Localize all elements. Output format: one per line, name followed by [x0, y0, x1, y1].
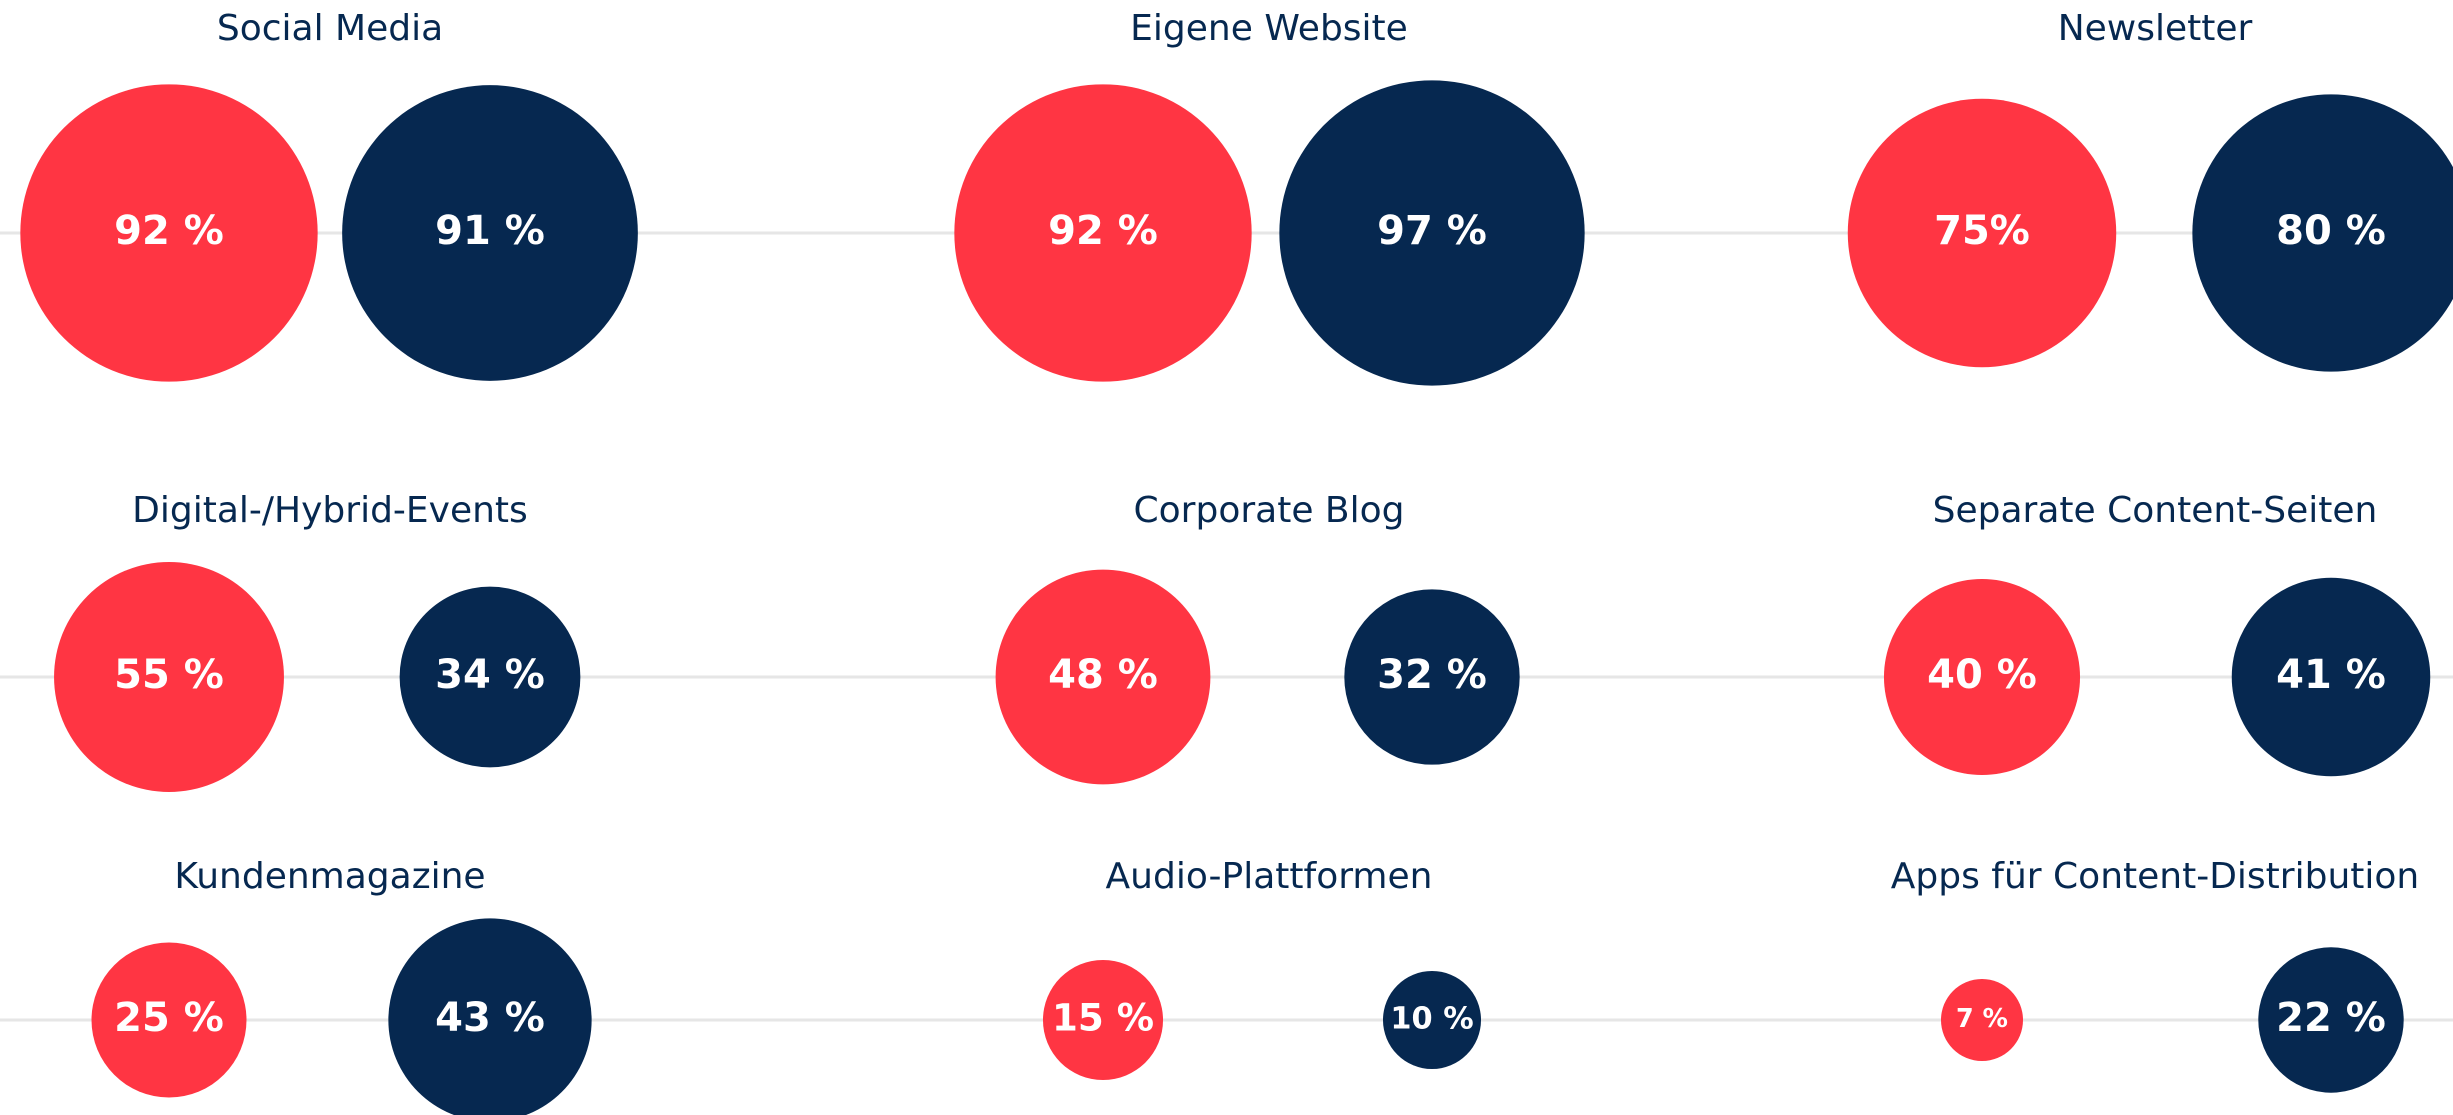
group-title: Digital-/Hybrid-Events [132, 490, 528, 531]
bubble [1344, 589, 1520, 765]
bubble [20, 84, 318, 382]
value-label: 92 % [1048, 208, 1158, 254]
bubble [954, 84, 1252, 382]
group-title: Separate Content-Seiten [1933, 490, 2378, 531]
bubble [342, 85, 638, 381]
value-label: 22 % [2276, 995, 2386, 1041]
bubble [2231, 577, 2431, 777]
value-label: 91 % [435, 208, 545, 254]
value-label: 25 % [114, 995, 224, 1041]
value-label: 34 % [435, 652, 545, 698]
group-title: Audio-Plattformen [1106, 856, 1433, 897]
value-label: 40 % [1927, 652, 2037, 698]
value-label: 80 % [2276, 208, 2386, 254]
bubble [388, 918, 592, 1115]
group-title: Kundenmagazine [174, 856, 485, 897]
value-label: 75% [1934, 208, 2030, 254]
bubble [399, 586, 581, 768]
value-label: 15 % [1052, 996, 1154, 1040]
bubble [91, 942, 247, 1098]
bubble [1042, 959, 1164, 1081]
group-title: Corporate Blog [1134, 490, 1405, 531]
bubble [1847, 98, 2117, 368]
value-label: 55 % [114, 652, 224, 698]
bubble [995, 569, 1211, 785]
value-label: 41 % [2276, 652, 2386, 698]
value-label: 7 % [1956, 1003, 2008, 1033]
group-title: Newsletter [2058, 8, 2253, 49]
group-title: Apps für Content-Distribution [1891, 856, 2419, 897]
bubble [2258, 947, 2404, 1093]
value-label: 43 % [435, 995, 545, 1041]
bubble [2192, 94, 2453, 372]
bubble [54, 562, 284, 792]
value-label: 10 % [1390, 1002, 1473, 1037]
bubble [1382, 970, 1482, 1070]
group-title: Eigene Website [1130, 8, 1408, 49]
value-label: 92 % [114, 208, 224, 254]
bubble [1279, 80, 1585, 386]
value-label: 48 % [1048, 652, 1158, 698]
bubble [1883, 578, 2081, 776]
value-label: 97 % [1377, 208, 1487, 254]
value-label: 32 % [1377, 652, 1487, 698]
group-title: Social Media [217, 8, 443, 49]
bubble [1940, 978, 2024, 1062]
